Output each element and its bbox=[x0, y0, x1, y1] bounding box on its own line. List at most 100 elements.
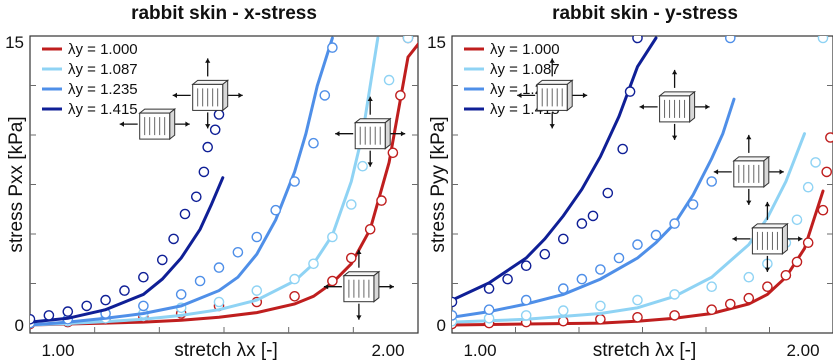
data-point bbox=[376, 195, 387, 206]
arrowhead-icon bbox=[517, 92, 522, 98]
legend-label: λy = 1.087 bbox=[490, 61, 560, 78]
cube-top bbox=[535, 79, 574, 85]
arrowhead-icon bbox=[798, 236, 803, 242]
arrowhead-icon bbox=[764, 201, 770, 207]
data-point bbox=[483, 283, 495, 294]
series-line-2 bbox=[452, 132, 806, 324]
legend-label: λy = 1.087 bbox=[68, 61, 138, 78]
chart-title: rabbit skin - y-stress bbox=[552, 3, 738, 24]
data-point bbox=[179, 208, 191, 220]
arrowhead-icon bbox=[705, 104, 710, 110]
series-line-1 bbox=[30, 42, 418, 327]
data-point bbox=[669, 218, 680, 229]
arrowhead-icon bbox=[746, 200, 752, 205]
specimen-cube-icon bbox=[517, 58, 588, 129]
data-point bbox=[483, 304, 495, 316]
data-point bbox=[168, 233, 179, 245]
data-point bbox=[402, 36, 414, 44]
y-tick-label: 0 bbox=[15, 316, 24, 335]
data-point bbox=[289, 176, 300, 187]
data-point bbox=[613, 252, 625, 264]
data-point bbox=[345, 199, 357, 210]
data-point bbox=[190, 191, 202, 203]
x-axis-label: stretch λx [-] bbox=[174, 340, 277, 361]
data-point bbox=[632, 239, 643, 250]
arrowhead-icon bbox=[639, 104, 644, 110]
arrowhead-icon bbox=[119, 121, 124, 127]
data-point bbox=[595, 300, 606, 312]
data-point bbox=[825, 132, 833, 143]
data-point bbox=[817, 36, 829, 44]
data-point bbox=[452, 296, 458, 308]
y-tick-label: 15 bbox=[5, 33, 24, 52]
chart-title: rabbit skin - x-stress bbox=[131, 3, 317, 24]
data-point bbox=[520, 294, 532, 306]
data-point bbox=[595, 264, 606, 275]
x-axis-label: stretch λx [-] bbox=[593, 340, 696, 361]
arrowhead-icon bbox=[185, 121, 190, 127]
arrowhead-icon bbox=[779, 169, 784, 175]
arrowhead-icon bbox=[746, 134, 752, 140]
specimen-cube-icon bbox=[172, 58, 243, 129]
data-point bbox=[669, 310, 680, 321]
data-point bbox=[650, 229, 662, 241]
data-point bbox=[30, 314, 36, 325]
data-point bbox=[345, 252, 357, 264]
arrowhead-icon bbox=[172, 92, 177, 98]
arrowhead-icon bbox=[356, 315, 362, 320]
arrowhead-icon bbox=[323, 284, 329, 290]
specimen-cube-icon bbox=[335, 96, 406, 167]
data-point bbox=[119, 285, 130, 296]
arrowhead-icon bbox=[582, 92, 588, 98]
specimen-cube-icon bbox=[713, 134, 784, 205]
arrowhead-icon bbox=[389, 284, 394, 290]
data-point bbox=[43, 310, 55, 321]
data-point bbox=[539, 248, 551, 260]
data-point bbox=[706, 281, 718, 293]
y-tick-label: 15 bbox=[427, 33, 446, 52]
arrowhead-icon bbox=[238, 92, 243, 98]
data-point bbox=[138, 300, 149, 312]
arrowhead-icon bbox=[549, 124, 555, 129]
data-point bbox=[502, 273, 513, 285]
data-point bbox=[138, 271, 149, 283]
data-point bbox=[595, 313, 606, 325]
series-line-3 bbox=[452, 97, 736, 319]
data-point bbox=[289, 290, 300, 302]
data-point bbox=[251, 285, 263, 296]
data-point bbox=[395, 90, 406, 101]
data-point bbox=[725, 298, 736, 310]
cube-top bbox=[732, 156, 771, 162]
data-point bbox=[725, 36, 736, 44]
data-point bbox=[558, 305, 569, 316]
y-axis-label: stress Pxx [kPa] bbox=[6, 116, 27, 252]
data-point bbox=[520, 310, 532, 321]
legend-label: λy = 1.000 bbox=[68, 41, 138, 58]
data-point bbox=[251, 231, 263, 243]
data-point bbox=[483, 312, 495, 324]
data-point bbox=[743, 292, 755, 304]
cube-top bbox=[342, 271, 381, 277]
cube-top bbox=[750, 223, 789, 229]
data-point bbox=[270, 204, 282, 216]
data-point bbox=[62, 306, 74, 317]
x-tick-label: 2.00 bbox=[786, 341, 819, 360]
y-tick-label: 0 bbox=[437, 316, 446, 335]
data-point bbox=[780, 269, 792, 281]
data-point bbox=[802, 181, 814, 193]
cube-side bbox=[169, 108, 176, 141]
data-point bbox=[687, 199, 699, 210]
data-point bbox=[802, 237, 814, 248]
data-point bbox=[817, 204, 829, 216]
data-point bbox=[632, 294, 643, 306]
arrowhead-icon bbox=[335, 131, 340, 137]
data-point bbox=[213, 262, 225, 273]
data-point bbox=[289, 273, 300, 285]
data-point bbox=[327, 42, 338, 53]
data-point bbox=[576, 273, 588, 285]
data-point bbox=[791, 214, 803, 226]
cube-side bbox=[384, 117, 391, 150]
x-tick-label: 2.00 bbox=[371, 341, 404, 360]
